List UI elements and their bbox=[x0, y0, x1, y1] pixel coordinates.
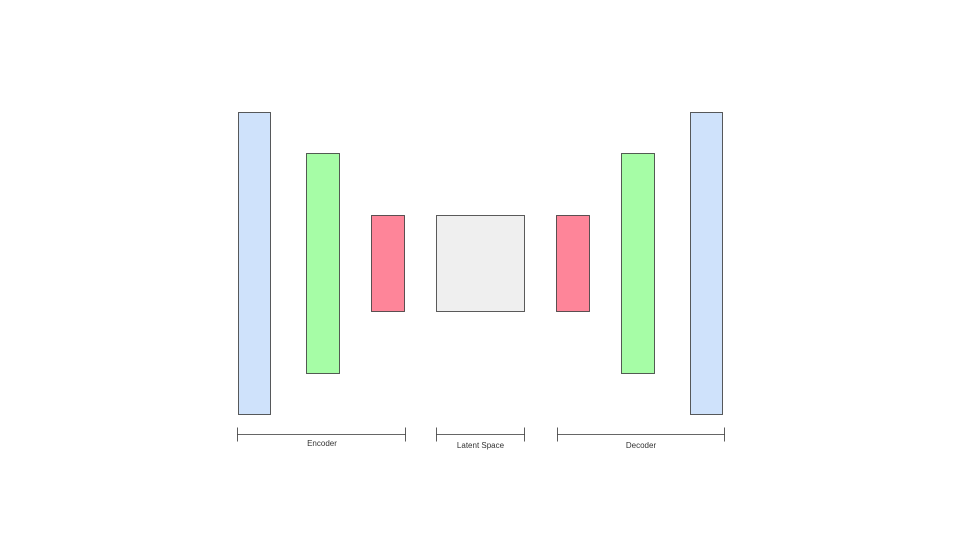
decoder-first-layer bbox=[556, 215, 590, 312]
encoder-bottleneck-layer bbox=[371, 215, 405, 312]
encoder-bracket bbox=[237, 427, 406, 442]
latent-space-bracket bbox=[436, 427, 525, 442]
encoder-hidden-layer bbox=[306, 153, 340, 374]
encoder-label: Encoder bbox=[307, 439, 337, 448]
decoder-label: Decoder bbox=[625, 441, 657, 450]
decoder-bracket bbox=[557, 427, 725, 442]
encoder-input-layer bbox=[238, 112, 271, 415]
latent-space-label: Latent Space bbox=[456, 441, 505, 450]
decoder-hidden-layer bbox=[621, 153, 655, 374]
latent-space-block bbox=[436, 215, 525, 312]
decoder-output-layer bbox=[690, 112, 723, 415]
